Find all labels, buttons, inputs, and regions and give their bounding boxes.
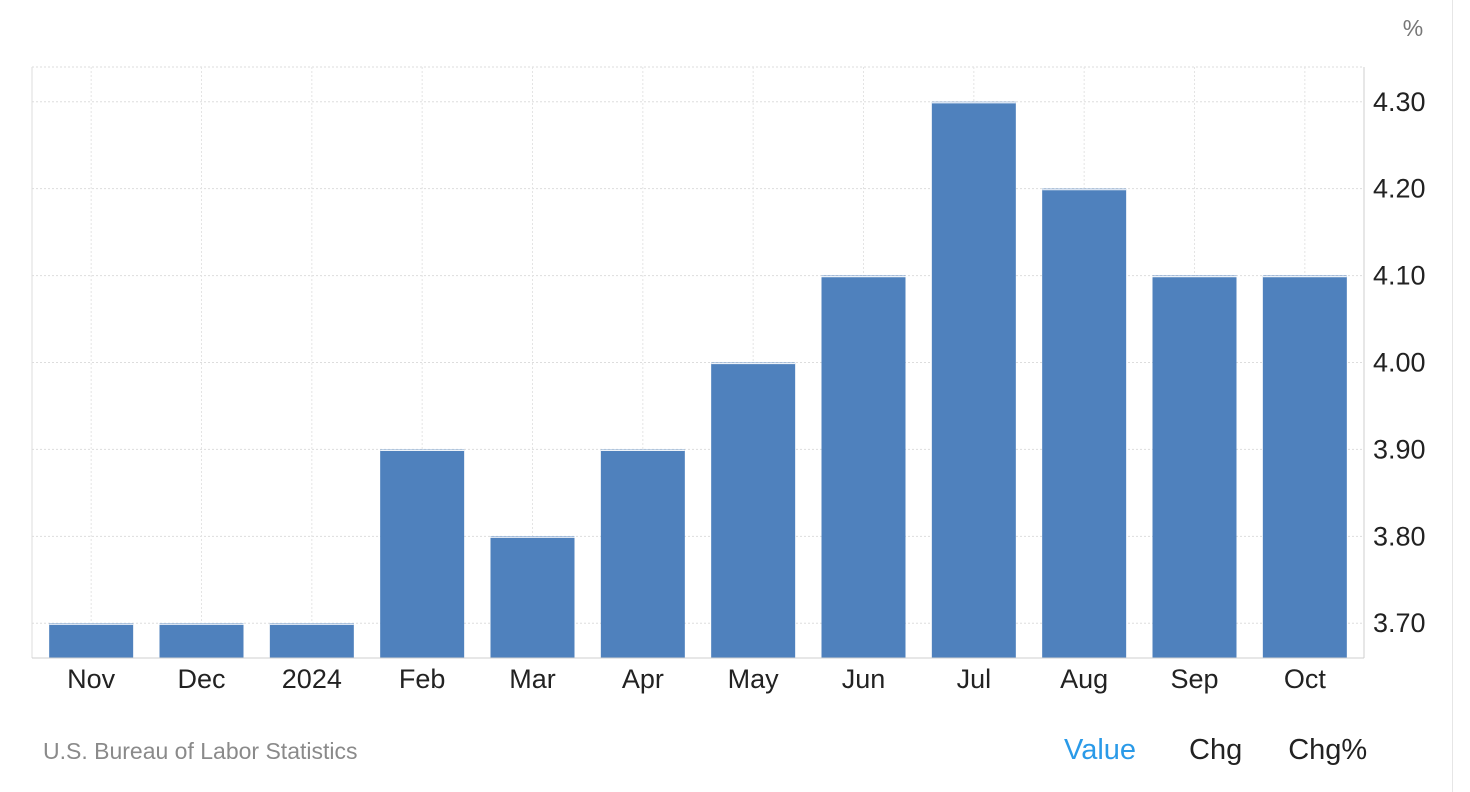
x-tick-label: Jun <box>842 664 886 694</box>
bar-chart: Nov Dec 2024 Feb Mar Apr May Jun Jul Aug Sep Oct 3.7… <box>31 15 1426 694</box>
x-tick-label: Aug <box>1060 664 1108 694</box>
x-tick-label: Apr <box>622 664 664 694</box>
bar-nov <box>49 623 134 658</box>
bar-jul <box>931 101 1016 658</box>
right-border <box>1452 0 1453 792</box>
bar-apr <box>600 449 685 658</box>
x-tick-label: Jul <box>957 664 992 694</box>
y-axis-unit-label: % <box>1403 15 1423 41</box>
x-tick-label: Sep <box>1170 664 1218 694</box>
y-tick-label: 3.80 <box>1373 521 1426 551</box>
y-tick-label: 4.00 <box>1373 348 1426 378</box>
x-tick-label: Oct <box>1284 664 1327 694</box>
view-tabs: Value Chg Chg% <box>1064 734 1367 767</box>
x-tick-label: Dec <box>177 664 225 694</box>
x-tick-label: 2024 <box>282 664 342 694</box>
y-tick-label: 4.30 <box>1373 87 1426 117</box>
bar-2024 <box>269 623 354 658</box>
y-tick-label: 3.90 <box>1373 434 1426 464</box>
bar-dec <box>159 623 244 658</box>
x-tick-label: Mar <box>509 664 556 694</box>
source-attribution: U.S. Bureau of Labor Statistics <box>43 738 358 764</box>
y-tick-label: 4.10 <box>1373 261 1426 291</box>
bar-mar <box>490 536 575 658</box>
bar-feb <box>380 449 465 658</box>
bar-aug <box>1042 188 1127 659</box>
x-tick-label: Feb <box>399 664 446 694</box>
axis-layer: Nov Dec 2024 Feb Mar Apr May Jun Jul Aug Sep Oct 3.7… <box>32 67 1426 694</box>
bar-jun <box>821 275 906 658</box>
tab-chg[interactable]: Chg <box>1189 734 1243 766</box>
tab-chg-percent[interactable]: Chg% <box>1288 734 1368 766</box>
y-tick-label: 4.20 <box>1373 174 1426 204</box>
bar-may <box>711 362 796 658</box>
x-tick-label: Nov <box>67 664 116 694</box>
bars-layer <box>49 101 1347 659</box>
y-tick-label: 3.70 <box>1373 608 1426 638</box>
tab-value[interactable]: Value <box>1064 734 1137 766</box>
x-tick-label: May <box>728 664 780 694</box>
bar-sep <box>1152 275 1237 658</box>
bar-oct <box>1262 275 1347 658</box>
